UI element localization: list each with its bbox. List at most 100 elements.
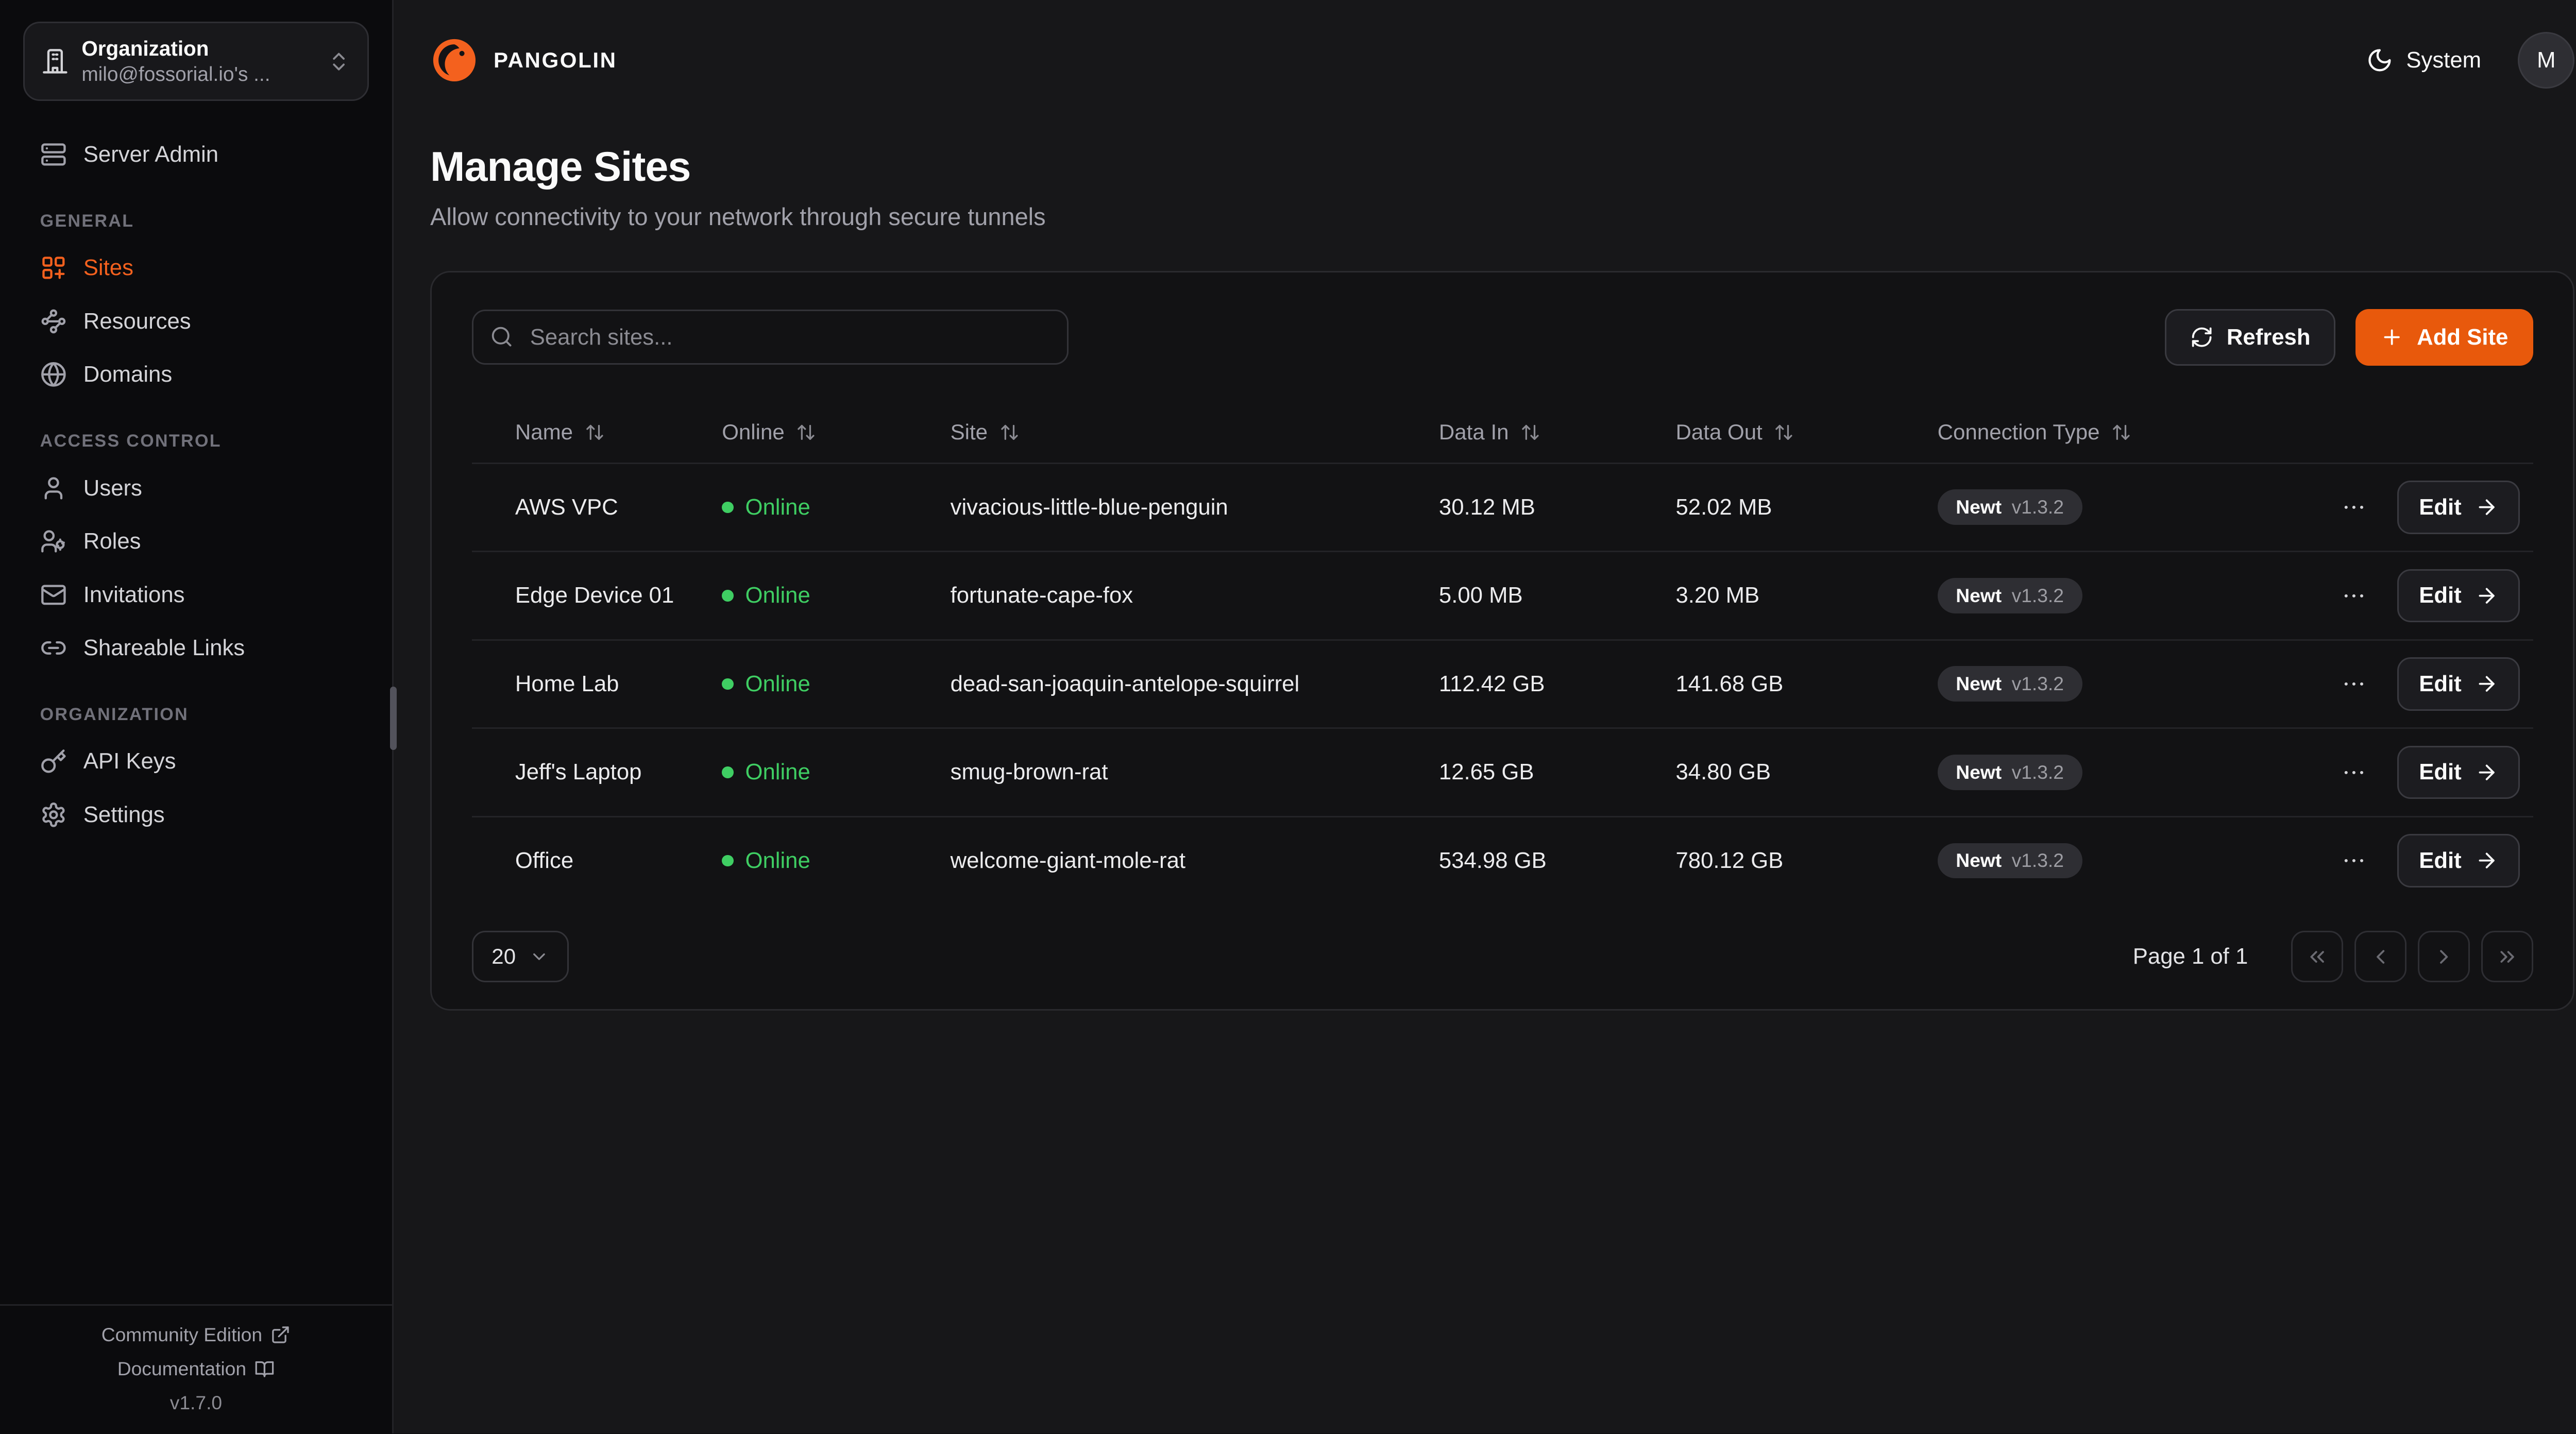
theme-label: System (2406, 47, 2482, 73)
edit-button[interactable]: Edit (2397, 657, 2520, 711)
sidebar-item-shareable-links[interactable]: Shareable Links (23, 621, 368, 675)
sidebar-footer: Community Edition Documentation v1.7.0 (0, 1304, 392, 1434)
online-dot (722, 766, 734, 778)
first-page-button[interactable] (2291, 931, 2343, 983)
org-selector[interactable]: Organization milo@fossorial.io's ... (23, 22, 369, 101)
prev-page-button[interactable] (2354, 931, 2406, 983)
data-in-cell: 5.00 MB (1438, 583, 1523, 608)
org-selector-value: milo@fossorial.io's ... (81, 63, 270, 86)
sidebar-resize-handle[interactable] (390, 687, 397, 750)
refresh-label: Refresh (2226, 324, 2311, 350)
card-toolbar: Refresh Add Site (471, 309, 2533, 366)
connection-version: v1.3.2 (2011, 849, 2064, 872)
org-selector-text: Organization milo@fossorial.io's ... (81, 35, 314, 88)
column-label: Site (950, 420, 988, 445)
connection-name: Newt (1956, 761, 2002, 783)
site-name-cell: Office (515, 847, 574, 873)
documentation-link[interactable]: Documentation (117, 1358, 275, 1380)
column-header-data-in[interactable]: Data In (1439, 420, 1676, 445)
site-slug-cell: fortunate-cape-fox (950, 583, 1133, 608)
table-row: Office Online welcome-giant-mole-rat 534… (471, 815, 2533, 904)
online-status-label: Online (745, 671, 810, 696)
edit-button[interactable]: Edit (2397, 569, 2520, 623)
edit-button[interactable]: Edit (2397, 745, 2520, 799)
page-size-select[interactable]: 20 (471, 931, 569, 983)
column-header-name[interactable]: Name (472, 420, 722, 445)
online-dot (722, 678, 734, 690)
documentation-label: Documentation (117, 1358, 247, 1379)
column-header-site[interactable]: Site (951, 420, 1439, 445)
data-out-cell: 3.20 MB (1675, 583, 1760, 608)
row-actions: Edit (2326, 745, 2533, 799)
arrow-right-icon (2479, 676, 2495, 692)
sidebar-item-label: Users (83, 475, 142, 501)
sidebar-item-label: Invitations (83, 582, 185, 607)
main-area: PANGOLIN System M Manage Sites Allow con… (393, 0, 2576, 1434)
online-status-cell: Online (722, 759, 950, 785)
online-status-cell: Online (722, 583, 950, 608)
org-selector-label: Organization (81, 36, 209, 60)
page-subtitle: Allow connectivity to your network throu… (430, 203, 1046, 230)
column-header-connection-type[interactable]: Connection Type (1938, 420, 2326, 445)
next-page-button[interactable] (2418, 931, 2470, 983)
connection-type-badge: Newt v1.3.2 (1937, 666, 2082, 702)
row-menu-button[interactable] (2337, 844, 2371, 878)
row-menu-button[interactable] (2337, 668, 2371, 701)
add-site-button[interactable]: Add Site (2355, 309, 2533, 366)
sidebar-item-resources[interactable]: Resources (23, 295, 368, 348)
column-header-online[interactable]: Online (722, 420, 950, 445)
sidebar-item-api-keys[interactable]: API Keys (23, 735, 368, 789)
pagination-controls: Page 1 of 1 (2133, 931, 2533, 983)
server-icon (41, 143, 66, 166)
last-page-button[interactable] (2481, 931, 2533, 983)
sidebar-item-invitations[interactable]: Invitations (23, 568, 368, 622)
sort-icon (2113, 424, 2130, 440)
data-out-cell: 52.02 MB (1675, 494, 1772, 520)
online-status-label: Online (745, 847, 810, 873)
refresh-button[interactable]: Refresh (2165, 309, 2335, 366)
brand[interactable]: PANGOLIN (430, 36, 617, 84)
sidebar-item-sites[interactable]: Sites (23, 241, 368, 295)
connection-type-cell: Newt v1.3.2 (1937, 577, 2326, 613)
site-slug-cell: dead-san-joaquin-antelope-squirrel (950, 671, 1300, 696)
column-header-data-out[interactable]: Data Out (1676, 420, 1938, 445)
top-bar: PANGOLIN System M (394, 0, 2576, 120)
online-status-label: Online (745, 759, 810, 785)
theme-toggle[interactable]: System (2366, 47, 2481, 74)
waypoints-icon (41, 309, 65, 334)
sidebar-item-settings[interactable]: Settings (23, 788, 368, 842)
sidebar-item-roles[interactable]: Roles (23, 515, 368, 568)
moon-icon (2368, 48, 2391, 72)
search-input[interactable] (471, 310, 1069, 365)
nav-section-organization: ORGANIZATION (40, 705, 189, 725)
gear-icon (42, 803, 65, 827)
sort-icon (798, 424, 815, 440)
connection-type-cell: Newt v1.3.2 (1937, 666, 2326, 702)
row-menu-button[interactable] (2337, 756, 2371, 789)
connection-type-cell: Newt v1.3.2 (1937, 843, 2326, 879)
sidebar-item-domains[interactable]: Domains (23, 348, 368, 402)
sidebar-nav: Server Admin GENERAL Sites Resources Dom… (0, 111, 392, 842)
avatar[interactable]: M (2518, 31, 2575, 89)
table-row: Edge Device 01 Online fortunate-cape-fox… (471, 551, 2533, 639)
refresh-icon (2192, 327, 2212, 347)
online-status-label: Online (745, 494, 810, 520)
edit-button[interactable]: Edit (2397, 481, 2520, 534)
data-out-cell: 34.80 GB (1675, 759, 1771, 785)
connection-name: Newt (1956, 496, 2002, 518)
connection-type-badge: Newt v1.3.2 (1937, 755, 2082, 790)
row-menu-button[interactable] (2337, 491, 2371, 524)
column-label: Data Out (1675, 420, 1762, 445)
community-edition-label: Community Edition (101, 1324, 263, 1346)
row-menu-button[interactable] (2337, 579, 2371, 612)
card-footer: 20 Page 1 of 1 (471, 931, 2533, 983)
edit-button[interactable]: Edit (2397, 834, 2520, 887)
connection-type-badge: Newt v1.3.2 (1937, 489, 2082, 525)
sidebar-item-users[interactable]: Users (23, 462, 368, 515)
plus-icon (2384, 329, 2400, 345)
sidebar-item-label: API Keys (83, 748, 176, 774)
edit-label: Edit (2419, 759, 2462, 785)
community-edition-link[interactable]: Community Edition (101, 1324, 291, 1346)
sidebar-item-server-admin[interactable]: Server Admin (23, 128, 368, 181)
page-head: Manage Sites Allow connectivity to your … (394, 120, 2576, 231)
